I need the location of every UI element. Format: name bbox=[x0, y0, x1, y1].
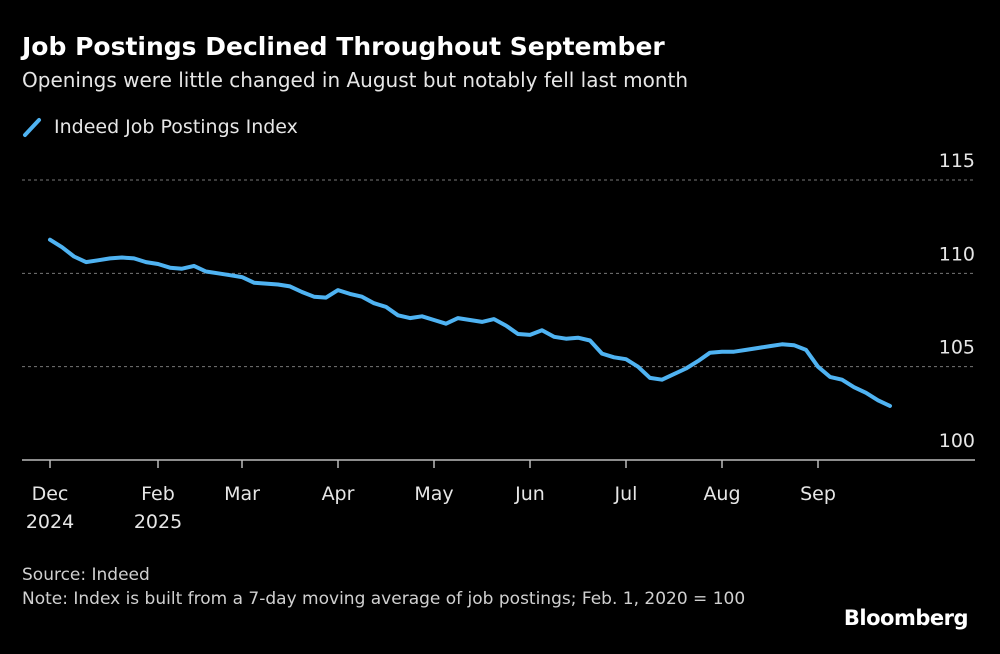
x-tick-label: Jul bbox=[614, 483, 638, 505]
x-tick-label: Mar bbox=[224, 483, 260, 505]
x-tick-label: May bbox=[414, 483, 453, 505]
x-tick-label: Dec 2024 bbox=[26, 483, 74, 533]
data-line bbox=[48, 237, 892, 408]
source: Source: Indeed bbox=[22, 565, 150, 585]
legend-swatch bbox=[23, 118, 41, 137]
chart-title: Job Postings Declined Throughout Septemb… bbox=[22, 32, 665, 61]
x-tick-label: Apr bbox=[322, 483, 355, 505]
y-tick-label: 110 bbox=[939, 243, 975, 265]
chart-subtitle: Openings were little changed in August b… bbox=[22, 68, 689, 92]
y-tick-label: 100 bbox=[939, 430, 975, 452]
x-tick-label: Feb 2025 bbox=[134, 483, 182, 533]
x-tick-label: Sep bbox=[800, 483, 836, 505]
y-tick-label: 105 bbox=[939, 337, 975, 359]
brand: Bloomberg bbox=[843, 606, 969, 630]
x-tick-label: Jun bbox=[514, 483, 545, 505]
legend: Indeed Job Postings Index bbox=[22, 116, 298, 138]
footnotes: Source: Indeed Note: Index is built from… bbox=[22, 563, 802, 611]
note: Note: Index is built from a 7-day moving… bbox=[22, 589, 746, 609]
y-tick-label: 115 bbox=[939, 150, 975, 172]
legend-label: Indeed Job Postings Index bbox=[54, 116, 298, 138]
x-tick-label: Aug bbox=[703, 483, 740, 505]
